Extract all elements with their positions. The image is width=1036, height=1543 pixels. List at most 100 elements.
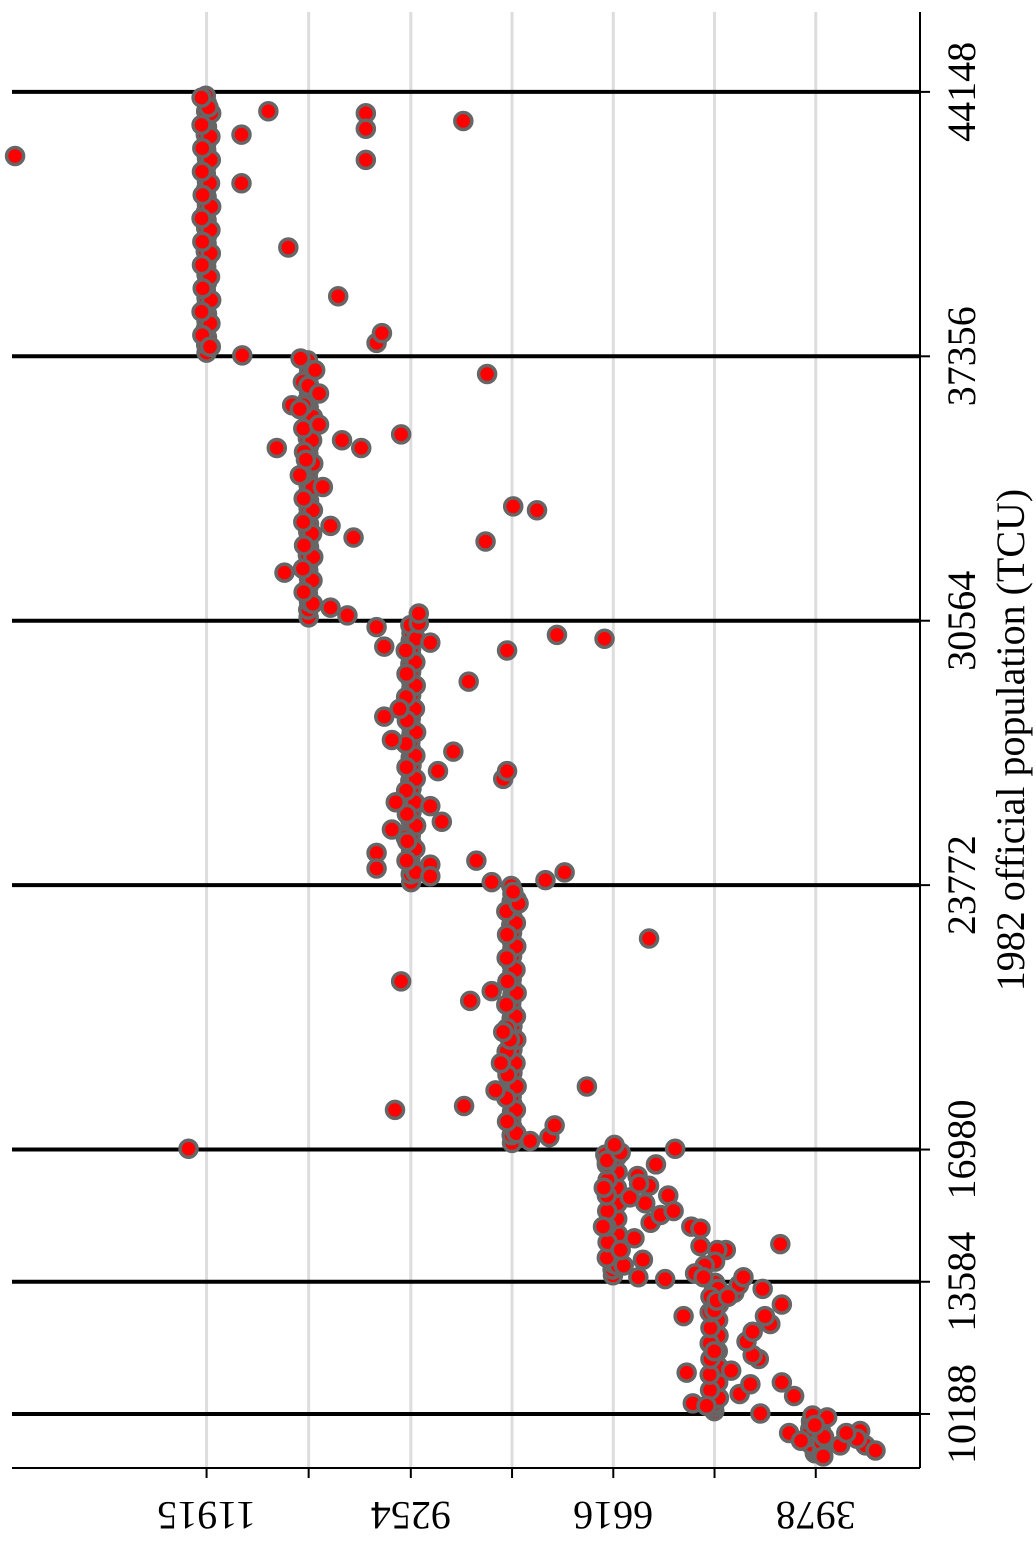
data-point — [290, 348, 311, 369]
data-point — [771, 1294, 793, 1315]
data-point — [604, 1134, 625, 1156]
data-point — [191, 208, 212, 229]
data-point — [278, 237, 299, 258]
data-point — [535, 869, 556, 891]
data-point — [191, 254, 213, 276]
data-point — [199, 336, 221, 358]
data-point — [293, 488, 314, 509]
data-point — [355, 118, 377, 140]
x-axis-title: 1982 official population (TCU) — [988, 489, 1033, 992]
data-point — [742, 1321, 763, 1342]
data-point — [4, 145, 26, 167]
data-point — [594, 628, 615, 650]
data-point — [337, 605, 358, 626]
data-point — [490, 1052, 512, 1074]
y-tick-label: 11915 — [157, 1493, 256, 1538]
data-point — [752, 1278, 773, 1300]
data-point — [355, 149, 377, 171]
data-point — [592, 1216, 614, 1237]
data-point — [420, 632, 441, 653]
data-point — [192, 231, 213, 252]
x-tick-label: 10188 — [939, 1364, 984, 1464]
data-point — [427, 760, 449, 782]
data-point — [628, 1173, 650, 1195]
data-point — [266, 437, 288, 459]
data-points — [4, 85, 886, 1467]
data-point — [754, 1305, 776, 1327]
data-point — [431, 811, 453, 833]
data-point — [178, 1138, 199, 1160]
data-point — [231, 173, 252, 194]
data-point — [619, 1187, 641, 1208]
data-point — [458, 671, 479, 692]
data-point — [191, 87, 212, 108]
y-tick-label: 6616 — [573, 1493, 653, 1538]
data-point — [304, 359, 326, 381]
data-point — [593, 1177, 615, 1198]
data-point — [308, 414, 330, 435]
data-point — [420, 866, 441, 887]
data-point — [740, 1374, 761, 1395]
data-point — [381, 729, 403, 751]
data-point — [492, 1021, 514, 1043]
data-point — [192, 138, 213, 159]
data-point — [654, 1268, 676, 1290]
data-point — [397, 830, 418, 852]
data-point — [770, 1233, 791, 1255]
y-tick-label: 3978 — [776, 1493, 856, 1538]
data-point — [690, 1235, 711, 1257]
data-point — [502, 496, 524, 517]
data-point — [663, 1200, 684, 1222]
data-point — [496, 924, 518, 945]
data-point — [813, 1446, 834, 1467]
data-point — [496, 994, 517, 1015]
data-point — [519, 1130, 541, 1152]
data-point — [750, 1403, 771, 1424]
data-point — [366, 858, 387, 879]
data-point — [366, 616, 387, 638]
data-point — [466, 850, 487, 871]
data-point — [295, 449, 317, 470]
data-point — [396, 850, 417, 871]
data-point — [396, 663, 417, 685]
y-tick-label: 9254 — [371, 1493, 451, 1538]
data-point — [502, 881, 524, 903]
data-point — [733, 1266, 754, 1288]
data-point — [343, 527, 364, 548]
data-point — [804, 1414, 826, 1436]
data-point — [628, 1266, 649, 1288]
data-point — [420, 795, 441, 817]
data-point — [381, 819, 403, 840]
data-point — [546, 624, 568, 646]
data-point — [475, 531, 496, 552]
data-point — [526, 500, 548, 521]
data-point — [408, 603, 430, 624]
data-point — [496, 760, 518, 782]
data-point — [771, 1372, 793, 1393]
x-tick-label: 13584 — [939, 1232, 984, 1332]
data-point — [690, 1218, 711, 1239]
axes — [12, 12, 930, 1478]
data-point — [371, 322, 393, 344]
data-point — [544, 1115, 565, 1136]
data-point — [292, 558, 314, 579]
data-point — [664, 1138, 686, 1160]
reference-lines — [12, 89, 920, 1416]
data-point — [645, 1154, 667, 1175]
x-tick-label: 37356 — [939, 306, 984, 406]
data-point — [783, 1385, 805, 1407]
data-point — [293, 535, 315, 556]
data-point — [610, 1239, 631, 1261]
data-point — [384, 1099, 406, 1121]
data-point — [274, 562, 295, 583]
data-point — [443, 741, 464, 762]
data-point — [389, 698, 410, 720]
data-point — [459, 990, 481, 1012]
data-point — [476, 363, 498, 385]
data-point — [704, 1340, 725, 1362]
data-point — [836, 1422, 857, 1444]
x-tick-label: 30564 — [939, 571, 984, 671]
x-tick-label: 44148 — [939, 42, 984, 142]
data-point — [293, 581, 314, 603]
x-tick-label: 16980 — [939, 1100, 984, 1200]
